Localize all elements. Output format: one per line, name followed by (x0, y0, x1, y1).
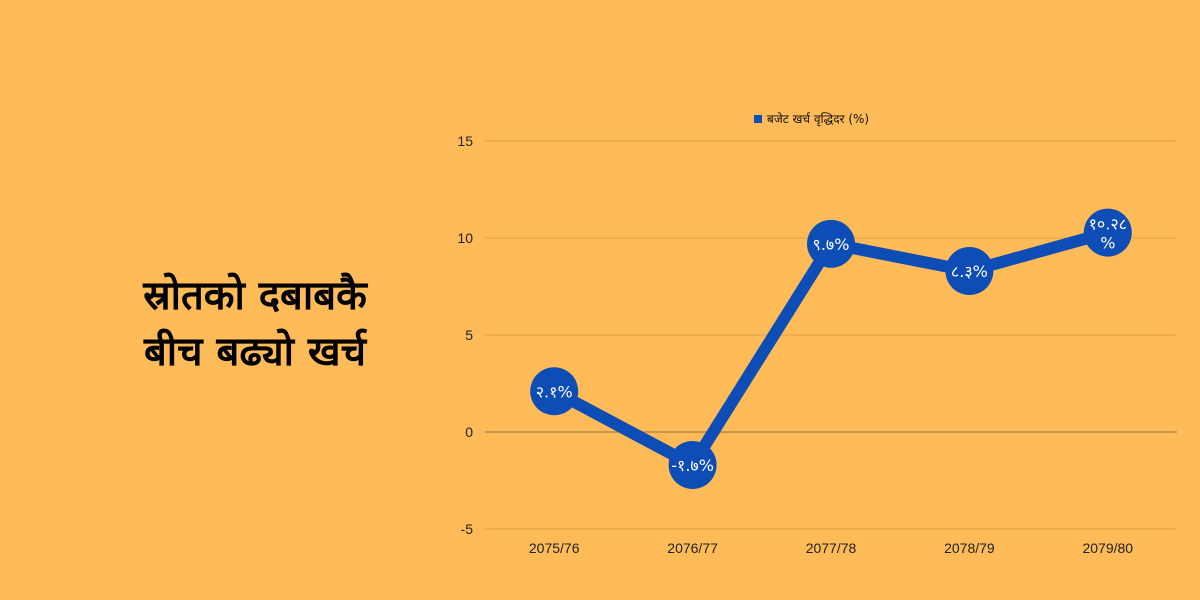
y-tick-label: -5 (461, 521, 474, 537)
data-label: -१.७% (671, 456, 714, 475)
y-tick-label: 10 (457, 230, 473, 246)
legend: बजेट खर्च वृद्धिदर (%) (754, 112, 869, 127)
data-label: २.१% (536, 382, 573, 401)
y-tick-label: 0 (465, 424, 473, 440)
headline-line-1: स्रोतको दबाबकै (143, 273, 367, 319)
y-tick-label: 5 (465, 327, 473, 343)
x-tick-label: 2075/76 (529, 540, 580, 556)
y-tick-label: 15 (457, 133, 473, 149)
data-point (807, 219, 855, 268)
data-point (530, 367, 579, 416)
data-label: ९.७% (813, 235, 850, 254)
data-label: ८.३% (951, 262, 988, 281)
x-axis-ticks: 2075/76 2076/77 2077/78 2078/79 2079/80 (529, 540, 1133, 556)
data-point (668, 440, 717, 489)
x-tick-label: 2078/79 (944, 540, 995, 556)
data-point (1083, 208, 1132, 257)
x-tick-label: 2079/80 (1082, 540, 1133, 556)
data-point (945, 246, 994, 295)
x-tick-label: 2076/77 (667, 540, 718, 556)
legend-label: बजेट खर्च वृद्धिदर (%) (767, 112, 869, 127)
legend-swatch (754, 115, 762, 123)
y-axis-ticks: 15 10 5 0 -5 (457, 133, 473, 537)
grid-lines (485, 140, 1177, 530)
headline: स्रोतको दबाबकै बीच बढ्यो खर्च (90, 268, 420, 380)
headline-line-2: बीच बढ्यो खर्च (143, 329, 367, 375)
data-points: २.१% -१.७% ९.७% ८.३% १०.२८% (530, 208, 1132, 489)
x-tick-label: 2077/78 (806, 540, 857, 556)
data-label: १०.२८% (1089, 215, 1127, 253)
